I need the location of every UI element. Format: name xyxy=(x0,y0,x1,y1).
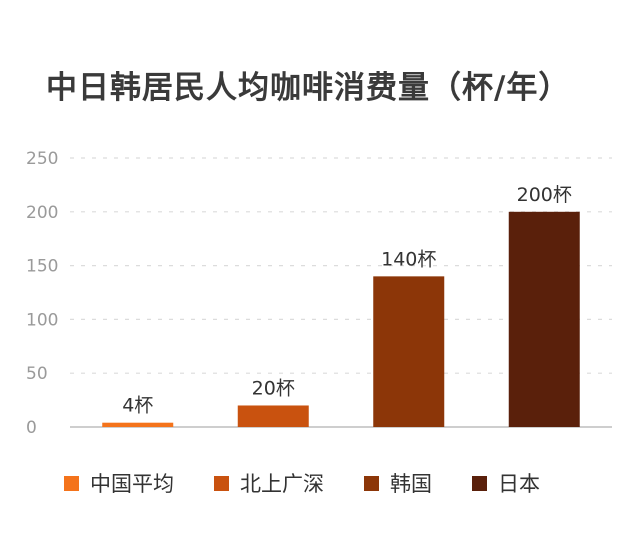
y-tick-label: 0 xyxy=(26,418,37,438)
data-label: 140杯 xyxy=(381,248,436,270)
data-label: 4杯 xyxy=(122,395,153,417)
y-tick-label: 200 xyxy=(26,203,58,223)
chart-legend: 中国平均 北上广深 韩国 日本 xyxy=(64,468,580,498)
data-label: 200杯 xyxy=(517,184,572,206)
y-tick-label: 50 xyxy=(26,364,48,384)
legend-swatch xyxy=(214,475,229,491)
legend-swatch xyxy=(472,475,487,491)
chart-title: 中日韩居民人均咖啡消费量（杯/年） xyxy=(46,70,571,106)
legend-item-korea: 韩国 xyxy=(364,468,432,498)
legend-item-china-avg: 中国平均 xyxy=(64,468,174,498)
legend-label: 北上广深 xyxy=(240,472,324,496)
y-tick-label: 150 xyxy=(26,257,58,277)
y-tick-label: 250 xyxy=(26,149,58,169)
legend-swatch xyxy=(364,475,379,491)
bar xyxy=(237,405,309,427)
bar xyxy=(102,422,174,427)
legend-label: 韩国 xyxy=(390,472,432,496)
legend-item-tier1-cities: 北上广深 xyxy=(214,468,324,498)
y-tick-label: 100 xyxy=(26,310,58,330)
data-label: 20杯 xyxy=(252,377,295,399)
legend-item-japan: 日本 xyxy=(472,468,540,498)
legend-label: 日本 xyxy=(498,472,540,496)
bar xyxy=(508,211,580,427)
legend-swatch xyxy=(64,475,79,491)
legend-label: 中国平均 xyxy=(90,472,174,496)
bar xyxy=(373,276,445,427)
